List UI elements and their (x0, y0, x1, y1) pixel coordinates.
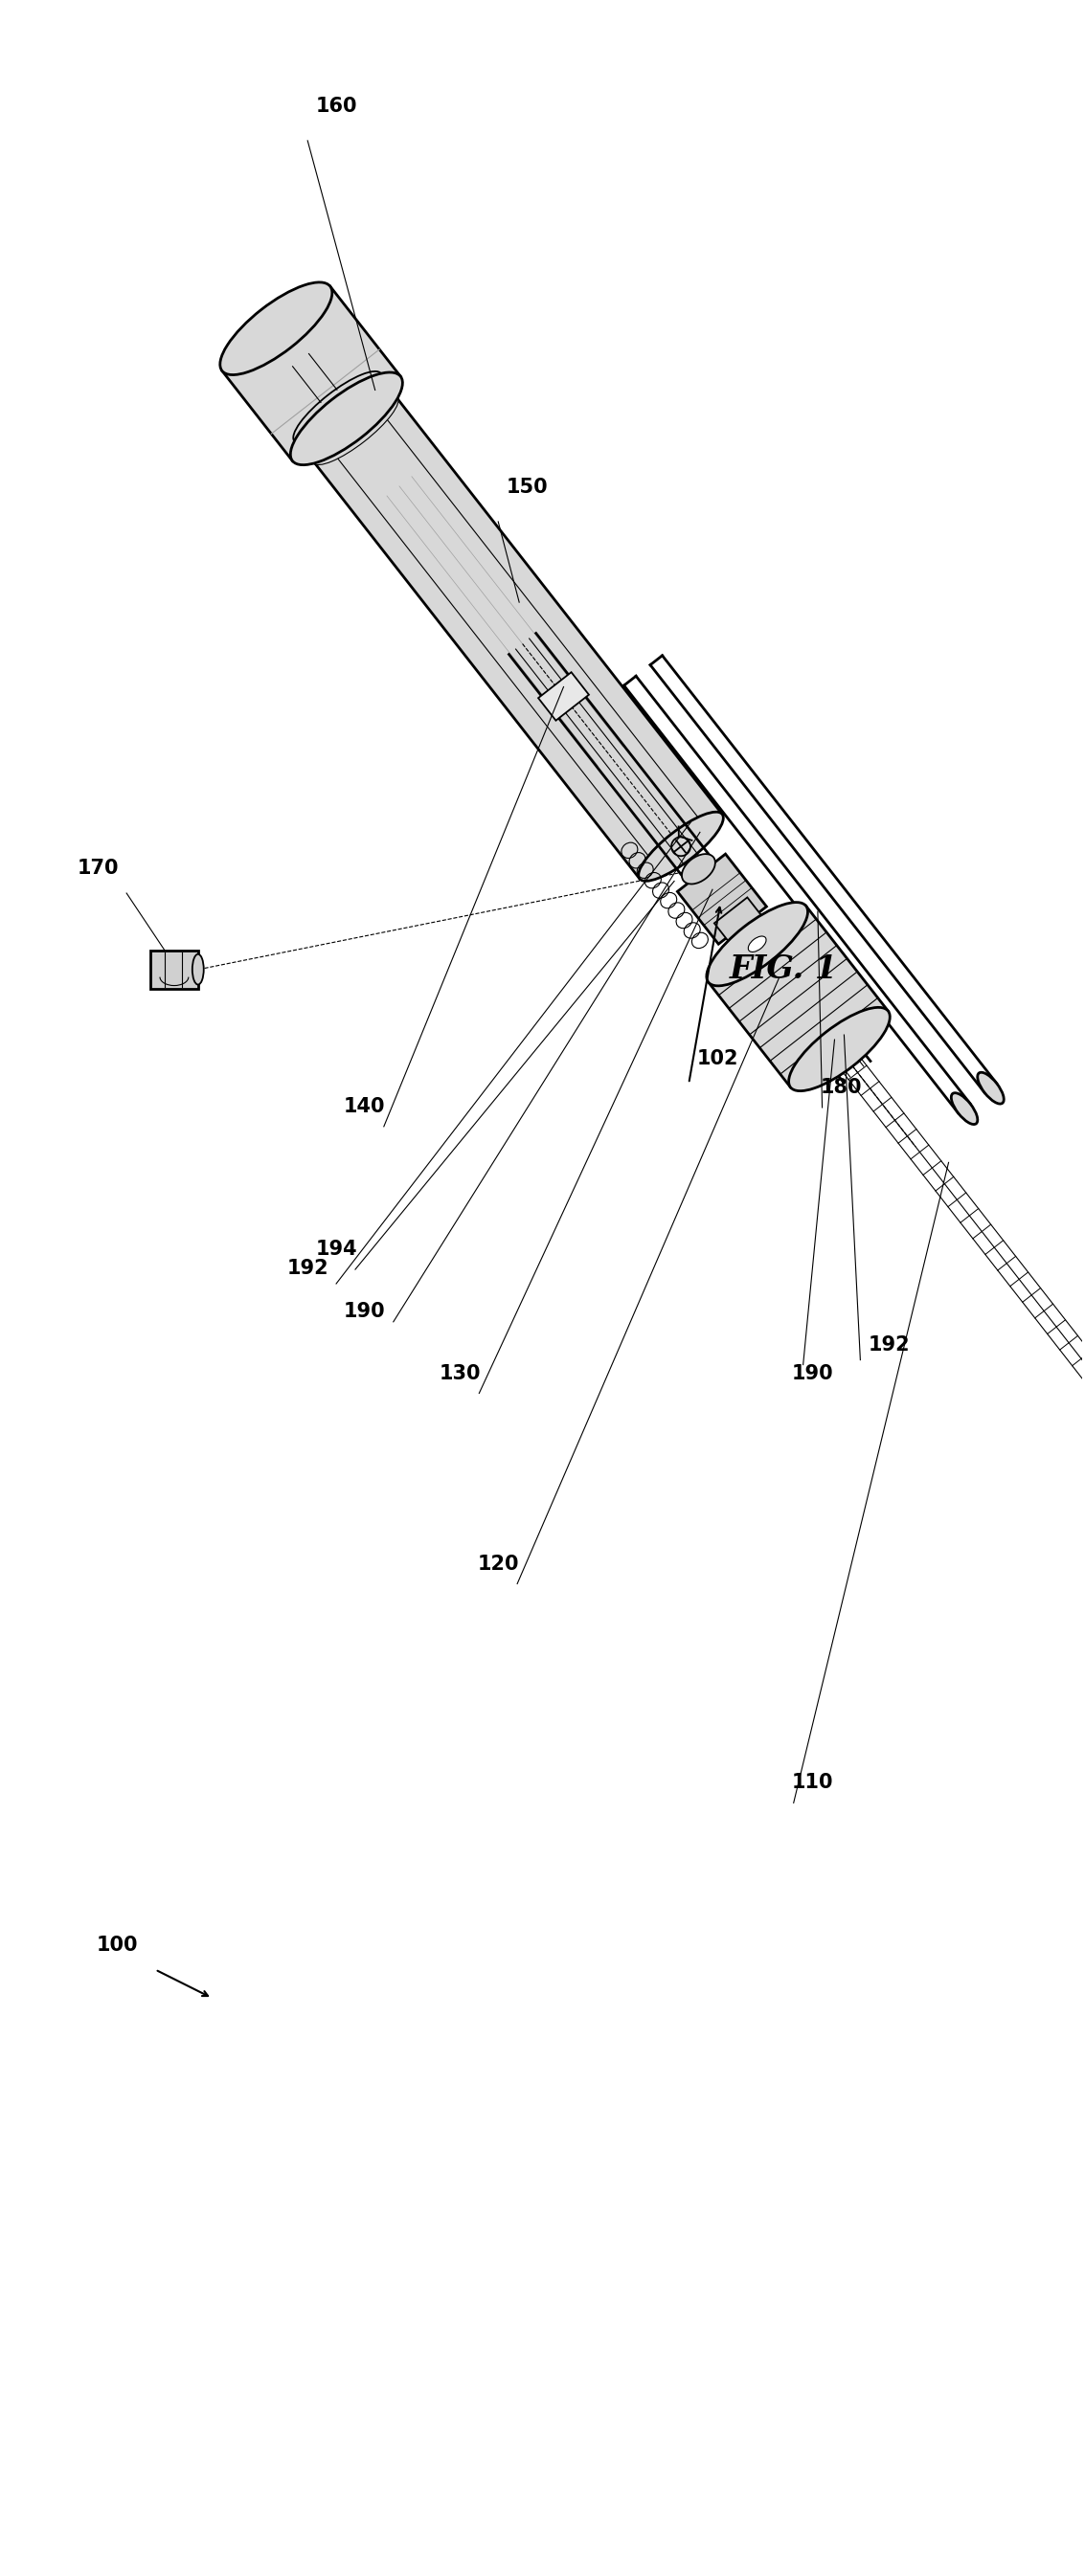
Ellipse shape (638, 811, 724, 881)
Ellipse shape (706, 902, 807, 987)
Text: 140: 140 (344, 1097, 385, 1115)
Text: 192: 192 (868, 1334, 910, 1355)
Text: 194: 194 (316, 1239, 357, 1260)
Polygon shape (288, 363, 723, 878)
Text: 100: 100 (97, 1935, 138, 1955)
Text: 190: 190 (344, 1301, 385, 1321)
Text: 160: 160 (316, 98, 357, 116)
Polygon shape (714, 896, 777, 961)
Polygon shape (709, 907, 889, 1087)
Ellipse shape (192, 953, 204, 984)
Text: 192: 192 (286, 1260, 329, 1278)
Text: 110: 110 (792, 1772, 833, 1793)
Text: 180: 180 (820, 1077, 863, 1097)
Text: 170: 170 (77, 858, 118, 878)
Ellipse shape (681, 855, 715, 884)
Ellipse shape (312, 394, 398, 464)
Text: 120: 120 (477, 1553, 519, 1574)
Polygon shape (151, 951, 199, 989)
Ellipse shape (293, 371, 382, 443)
Ellipse shape (749, 935, 766, 953)
Ellipse shape (286, 361, 371, 430)
Polygon shape (677, 855, 766, 943)
Ellipse shape (220, 283, 332, 376)
Text: 102: 102 (697, 1048, 738, 1069)
Ellipse shape (789, 1007, 890, 1090)
Text: 150: 150 (506, 477, 548, 497)
Text: FIG. 1: FIG. 1 (730, 953, 839, 984)
Ellipse shape (291, 374, 403, 464)
Polygon shape (538, 672, 589, 721)
Text: 130: 130 (439, 1363, 481, 1383)
Text: 190: 190 (792, 1363, 833, 1383)
Polygon shape (222, 286, 400, 461)
Ellipse shape (978, 1072, 1004, 1105)
Ellipse shape (952, 1092, 978, 1123)
